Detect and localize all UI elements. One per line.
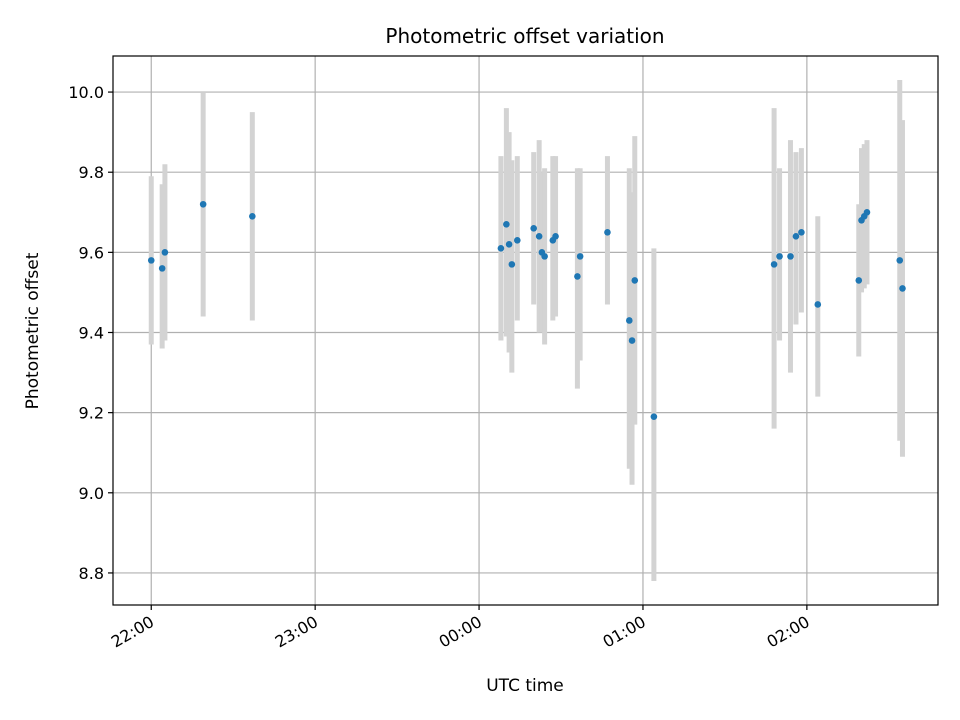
data-point — [776, 253, 783, 260]
data-point — [650, 413, 658, 420]
data-point — [787, 253, 794, 260]
data-point — [161, 249, 169, 256]
y-axis-label: Photometric offset — [23, 252, 43, 409]
data-point — [628, 337, 636, 344]
y-tick-label: 10.0 — [68, 83, 104, 102]
data-point — [899, 285, 906, 292]
data-point — [497, 245, 505, 252]
data-point — [514, 237, 521, 244]
data-point — [576, 253, 584, 260]
data-point — [503, 221, 510, 228]
data-point — [604, 229, 611, 236]
data-point — [798, 229, 805, 236]
data-point — [249, 212, 256, 220]
chart-title: Photometric offset variation — [385, 24, 664, 48]
data-point — [574, 273, 581, 280]
data-point — [508, 261, 516, 268]
y-tick-label: 9.6 — [79, 243, 104, 262]
data-point — [199, 200, 207, 208]
data-point — [147, 257, 155, 264]
data-point — [158, 265, 166, 272]
data-point — [535, 233, 543, 240]
y-axis-ticks: 8.8 9.0 9.2 9.4 9.6 9.8 10.0 — [68, 83, 113, 583]
y-tick-label: 9.2 — [79, 404, 104, 423]
y-tick-label: 9.8 — [79, 163, 104, 182]
data-point — [770, 261, 778, 268]
grid-lines — [113, 56, 938, 605]
plot-frame — [112, 55, 939, 606]
data-point — [631, 277, 639, 284]
data-point — [530, 225, 537, 232]
data-points — [147, 200, 906, 420]
data-point — [541, 253, 548, 260]
y-tick-label: 9.0 — [79, 484, 104, 503]
x-axis-label: UTC time — [486, 676, 564, 696]
data-point — [814, 301, 822, 308]
y-tick-label: 8.8 — [79, 564, 104, 583]
data-point — [855, 277, 863, 284]
data-point — [626, 317, 633, 324]
data-point — [896, 257, 904, 264]
data-point — [863, 208, 871, 216]
data-point — [792, 233, 800, 240]
data-point — [505, 241, 513, 248]
data-point — [552, 233, 559, 240]
y-tick-label: 9.4 — [79, 324, 104, 343]
